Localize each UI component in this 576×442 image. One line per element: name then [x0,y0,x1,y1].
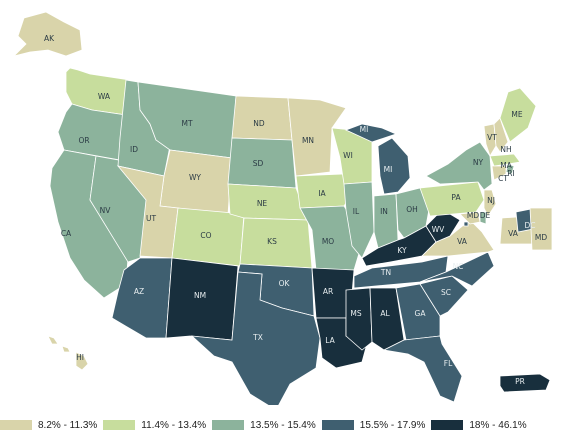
legend: 8.2% - 11.3% 11.4% - 13.4% 13.5% - 15.4% 15… [0,412,576,438]
state-ny [425,141,493,191]
state-fl [382,335,463,403]
us-choropleth-map: WAORCANVIDMTWYUTAZCONMNDSDNEKSOKTXMNIAMO… [12,11,553,405]
inset-state-md [529,207,553,251]
state-ma [489,153,521,167]
state-pr [499,373,551,393]
state-tx [190,271,321,405]
state-nh [493,117,509,153]
legend-swatch [0,420,32,430]
state-nm [165,257,239,341]
legend-label: 11.4% - 13.4% [141,419,207,431]
legend-label: 13.5% - 15.4% [250,419,316,431]
legend-item: 18% - 46.1% [431,419,527,431]
legend-item: 15.5% - 17.9% [321,419,426,431]
state-vt [483,123,497,157]
states-layer [12,11,553,405]
state-nd [231,95,293,141]
state-mi [377,137,411,195]
legend-swatch [103,420,136,430]
state-nc [419,251,495,287]
state-wy [159,149,233,215]
legend-swatch [321,420,354,430]
legend-item: 8.2% - 11.3% [0,420,97,431]
state-nj [483,189,497,217]
state-mn [287,97,347,177]
state-sd [227,137,297,189]
legend-label: 18% - 46.1% [469,419,527,431]
state-ms [345,287,373,351]
legend-item: 11.4% - 13.4% [103,420,206,431]
state-hi [47,335,89,371]
legend-item: 13.5% - 15.4% [212,420,316,431]
state-in [373,193,399,249]
state-ct [491,165,507,181]
legend-label: 15.5% - 17.9% [359,419,426,431]
legend-label: 8.2% - 11.3% [38,419,98,431]
state-mi-upper [344,123,398,143]
state-ga [395,283,441,341]
state-de [479,211,487,225]
legend-swatch [212,420,245,430]
state-co [171,207,245,267]
state-ri [505,163,515,175]
legend-swatch [431,420,464,430]
state-md [459,211,481,225]
state-pa [419,181,485,217]
state-ak [12,11,83,57]
state-ne [227,183,309,221]
state-dc [463,221,469,227]
state-me [499,87,537,143]
state-ks [239,217,313,269]
